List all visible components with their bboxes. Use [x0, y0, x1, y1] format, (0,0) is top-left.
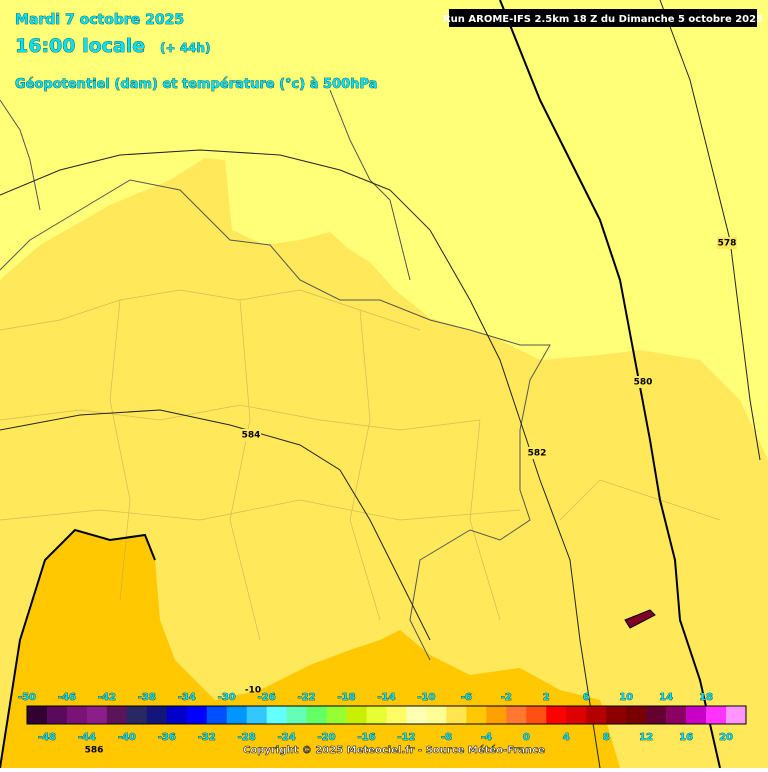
color-swatch [686, 706, 707, 724]
colorbar-label: -6 [461, 692, 472, 703]
colorbar-label: -42 [98, 692, 116, 703]
color-swatch [66, 706, 88, 724]
contour-label-bg [84, 744, 104, 756]
color-swatch [726, 706, 747, 724]
colorbar-label: -30 [218, 692, 236, 703]
color-swatch [286, 706, 307, 724]
time: 16:00 locale [15, 35, 145, 57]
colorbar-label: -38 [138, 692, 156, 703]
color-swatch [126, 706, 148, 724]
color-swatch [386, 706, 407, 724]
colorbar-label: -22 [298, 692, 316, 703]
colorbar-label: 8 [603, 732, 610, 743]
color-swatch [606, 706, 627, 724]
color-swatch [266, 706, 287, 724]
colorbar-label: -36 [158, 732, 176, 743]
colorbar-label: 10 [619, 692, 633, 703]
colorbar-label: 14 [659, 692, 673, 703]
colorbar-label: -40 [118, 732, 136, 743]
color-swatch [486, 706, 507, 724]
color-swatch [246, 706, 267, 724]
island [624, 609, 656, 629]
colorbar-label: 4 [563, 732, 570, 743]
colorbar-label: -28 [238, 732, 256, 743]
colorbar-label: 16 [679, 732, 693, 743]
color-swatch [426, 706, 447, 724]
contour-label: 580 [634, 378, 653, 388]
colorbar-label: -24 [278, 732, 296, 743]
color-swatch [546, 706, 567, 724]
colorbar-label: 0 [523, 732, 530, 743]
color-swatch [226, 706, 247, 724]
color-swatch [146, 706, 168, 724]
color-swatch [666, 706, 687, 724]
colorbar-label: -46 [58, 692, 76, 703]
contour-label: 586 [85, 746, 104, 756]
color-swatch [306, 706, 327, 724]
color-swatch [166, 706, 188, 724]
colorbar-label: 2 [543, 692, 550, 703]
colorbar-label: -26 [258, 692, 276, 703]
colorbar-label: -32 [198, 732, 216, 743]
colorbar-label: -34 [178, 692, 196, 703]
color-swatch [706, 706, 727, 724]
color-swatch [526, 706, 547, 724]
colorbar-label: -50 [18, 692, 36, 703]
color-swatch [446, 706, 467, 724]
colorbar-label: -8 [441, 732, 452, 743]
color-swatch [27, 706, 48, 724]
colorbar-label: -12 [397, 732, 415, 743]
color-swatch [626, 706, 647, 724]
contour-label: 584 [242, 431, 261, 441]
color-swatch [86, 706, 108, 724]
contour-label-bg [717, 237, 737, 249]
colorbar-label: -44 [78, 732, 96, 743]
colorbar-label: -20 [318, 732, 336, 743]
color-swatch [466, 706, 487, 724]
colorbar-label: 6 [583, 692, 590, 703]
date: Mardi 7 octobre 2025 [15, 12, 184, 28]
run-box [449, 9, 757, 27]
colorbar-label: 12 [639, 732, 653, 743]
copyright: Copyright © 2025 Meteociel.fr - Source M… [243, 744, 545, 756]
contour-label-bg [527, 447, 547, 459]
temperature-label: -10 [245, 686, 261, 696]
colorbar-label: -4 [481, 732, 492, 743]
colorbar-label: -48 [38, 732, 56, 743]
color-swatch [326, 706, 347, 724]
color-swatch [106, 706, 128, 724]
contour-label-bg [241, 429, 261, 441]
color-swatch [366, 706, 387, 724]
color-swatch [406, 706, 427, 724]
color-swatch [206, 706, 228, 724]
colorbar-label: -16 [357, 732, 375, 743]
color-swatch [506, 706, 527, 724]
contour-label: 578 [718, 239, 737, 249]
color-swatch [566, 706, 587, 724]
colorbar-label: -18 [338, 692, 356, 703]
geopotential-zone-582 [0, 158, 768, 768]
contour-label: 582 [528, 449, 547, 459]
colorbar-label: 20 [719, 732, 733, 743]
run-info: Run AROME-IFS 2.5km 18 Z du Dimanche 5 o… [443, 14, 763, 25]
color-swatch [586, 706, 607, 724]
color-swatch [646, 706, 667, 724]
color-swatch [346, 706, 367, 724]
colorbar-label: 18 [699, 692, 713, 703]
lead-time: (+ 44h) [160, 41, 210, 55]
color-swatch [46, 706, 68, 724]
colorbar-label: -10 [417, 692, 435, 703]
color-swatch [186, 706, 208, 724]
colorbar-frame [26, 705, 747, 725]
contour-label-bg [633, 376, 653, 388]
colorbar-label: -14 [377, 692, 395, 703]
colorbar-label: -2 [501, 692, 512, 703]
parameter: Géopotentiel (dam) et température (°c) à… [15, 77, 377, 92]
